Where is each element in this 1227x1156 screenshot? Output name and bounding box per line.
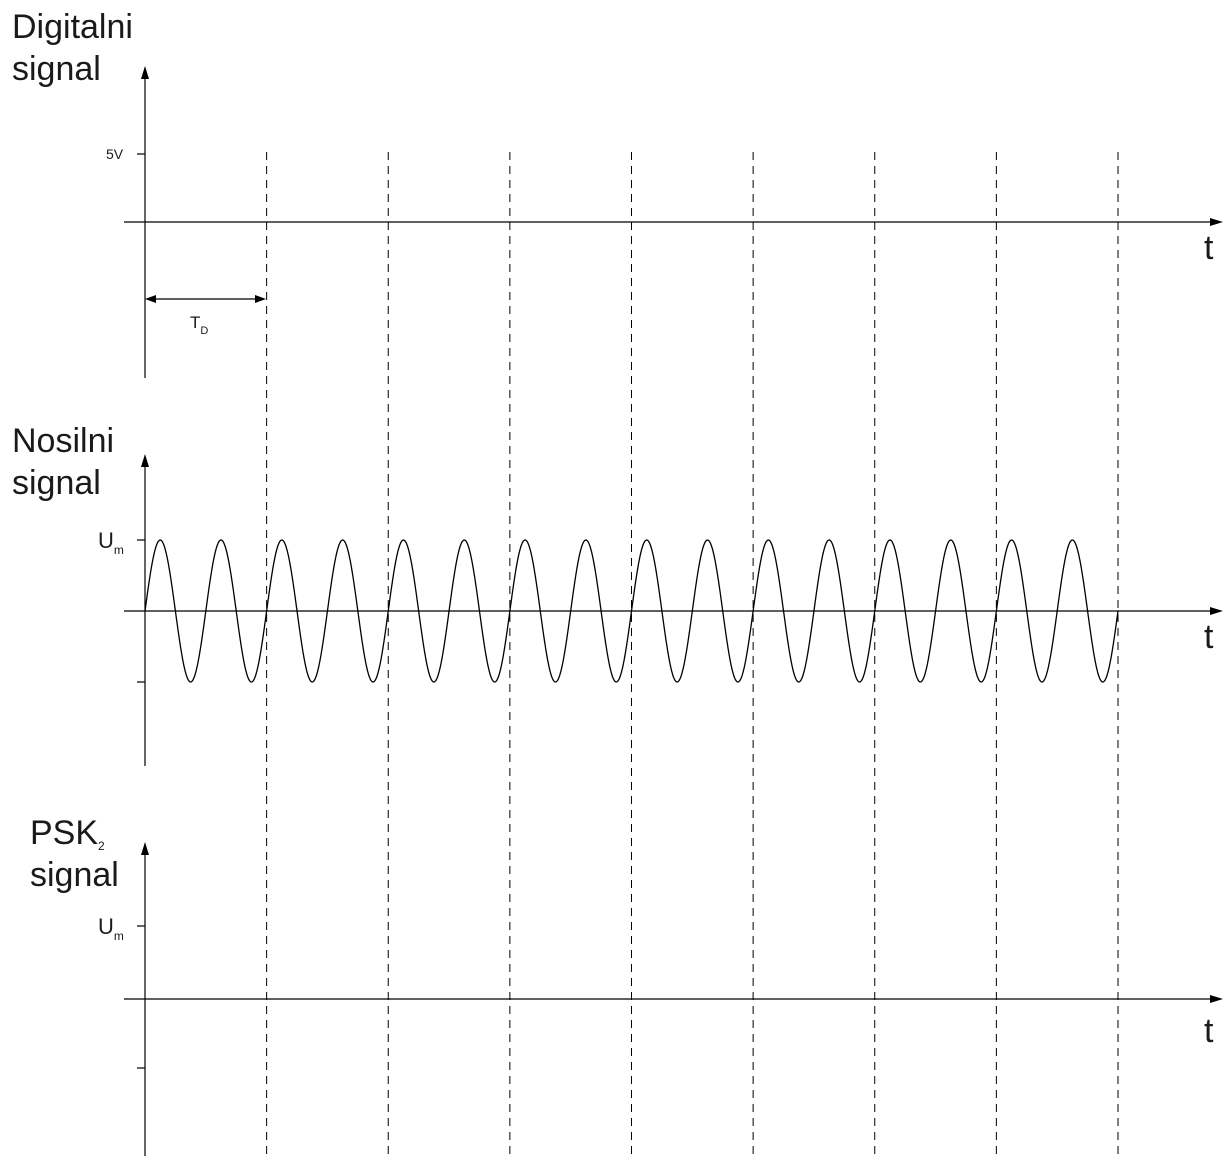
period-label: TD	[190, 313, 208, 337]
psk-time-label: t	[1204, 1012, 1214, 1050]
digital-title-line-1: Digitalni	[12, 8, 133, 46]
carrier-y-arrow	[141, 454, 149, 467]
psk-title-line-1: PSK2	[30, 814, 105, 853]
period-label-main: T	[190, 313, 200, 332]
digital-title-line-2: signal	[12, 50, 101, 88]
digital-y-arrow	[141, 66, 149, 79]
psk-time-arrow	[1210, 995, 1223, 1003]
carrier-sine-wave	[144, 539, 1119, 683]
digital-5v-label: 5V	[106, 146, 124, 162]
psk-um-label-sub: m	[114, 929, 124, 943]
carrier-title-line-1: Nosilni	[12, 422, 114, 460]
digital-time-arrow	[1210, 218, 1223, 226]
psk-y-arrow	[141, 842, 149, 855]
psk-title-sub: 2	[98, 839, 105, 853]
carrier-um-label-main: U	[98, 528, 114, 553]
period-arrow-right	[255, 295, 266, 303]
digital-signal-panel: Digitalni signal t 5V TD	[12, 8, 1223, 378]
carrier-time-label: t	[1204, 618, 1214, 656]
psk-um-label-main: U	[98, 914, 114, 939]
period-arrow-left	[145, 295, 156, 303]
psk-title-main: PSK	[30, 814, 98, 852]
period-label-sub: D	[200, 325, 208, 337]
carrier-signal-panel: Nosilni signal t Um	[12, 422, 1223, 766]
psk-title-line-2: signal	[30, 856, 119, 894]
psk-signal-panel: PSK2 signal t Um	[30, 814, 1223, 1156]
digital-time-label: t	[1204, 229, 1214, 267]
psk-um-label: Um	[98, 914, 124, 943]
carrier-title-line-2: signal	[12, 464, 101, 502]
carrier-um-label-sub: m	[114, 543, 124, 557]
carrier-um-label: Um	[98, 528, 124, 557]
carrier-time-arrow	[1210, 607, 1223, 615]
